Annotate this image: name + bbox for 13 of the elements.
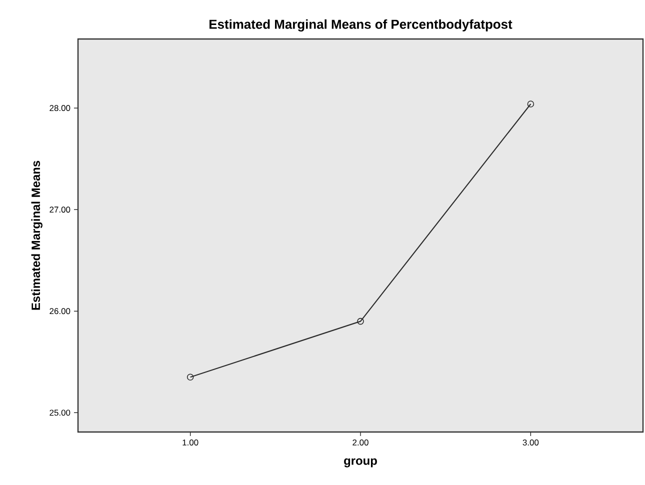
point	[527, 100, 534, 108]
x-tick-label: 3.00	[522, 440, 539, 446]
point	[357, 318, 364, 325]
y-tick-label: 28.00	[50, 105, 70, 112]
x-axis-title: group	[344, 458, 377, 468]
x-tick-label: 1.00	[182, 440, 198, 446]
y-tick-label: 26.00	[50, 308, 70, 314]
y-tick-label: 25.00	[50, 410, 70, 416]
x-tick-label: 2.00	[352, 440, 368, 446]
y-axis-title: Estimated Marginal Means	[31, 160, 42, 310]
y-tick-label: 27.00	[50, 206, 70, 213]
chart-title: Estimated Marginal Means of Percentbodyfatpost	[210, 19, 512, 32]
point	[186, 374, 194, 381]
